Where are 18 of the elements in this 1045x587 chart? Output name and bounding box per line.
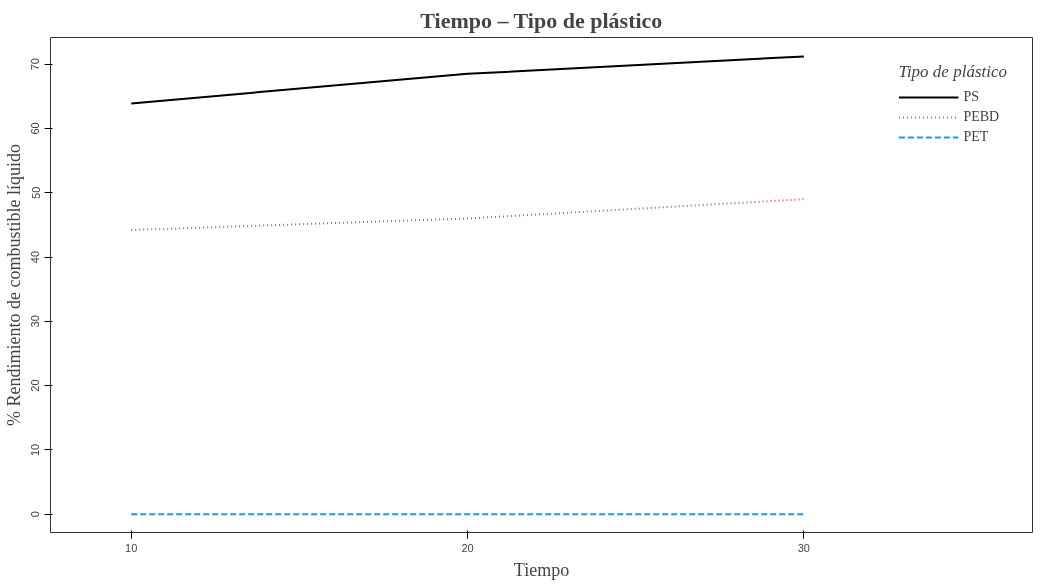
y-tick-label: 70 (29, 58, 42, 71)
x-tick-label: 30 (797, 541, 810, 554)
y-tick-label: 30 (29, 315, 42, 328)
x-tick-label: 10 (125, 541, 138, 554)
chart-title: Tiempo – Tipo de plástico (420, 7, 663, 33)
y-tick-label: 0 (29, 511, 42, 518)
legend-label: PET (963, 129, 989, 145)
y-tick-label: 10 (29, 443, 42, 457)
x-axis-title: Tiempo (513, 559, 570, 580)
y-tick-label: 60 (29, 122, 42, 135)
legend-label: PS (963, 89, 980, 105)
y-tick-label: 20 (29, 379, 42, 392)
y-axis-title: % Rendimiento de combustible líquido (3, 144, 24, 426)
legend-title: Tipo de plástico (898, 62, 1007, 82)
y-tick-label: 50 (29, 186, 42, 199)
legend-label: PEBD (963, 109, 1000, 125)
y-tick-label: 40 (29, 250, 42, 264)
x-tick-label: 20 (461, 541, 474, 554)
